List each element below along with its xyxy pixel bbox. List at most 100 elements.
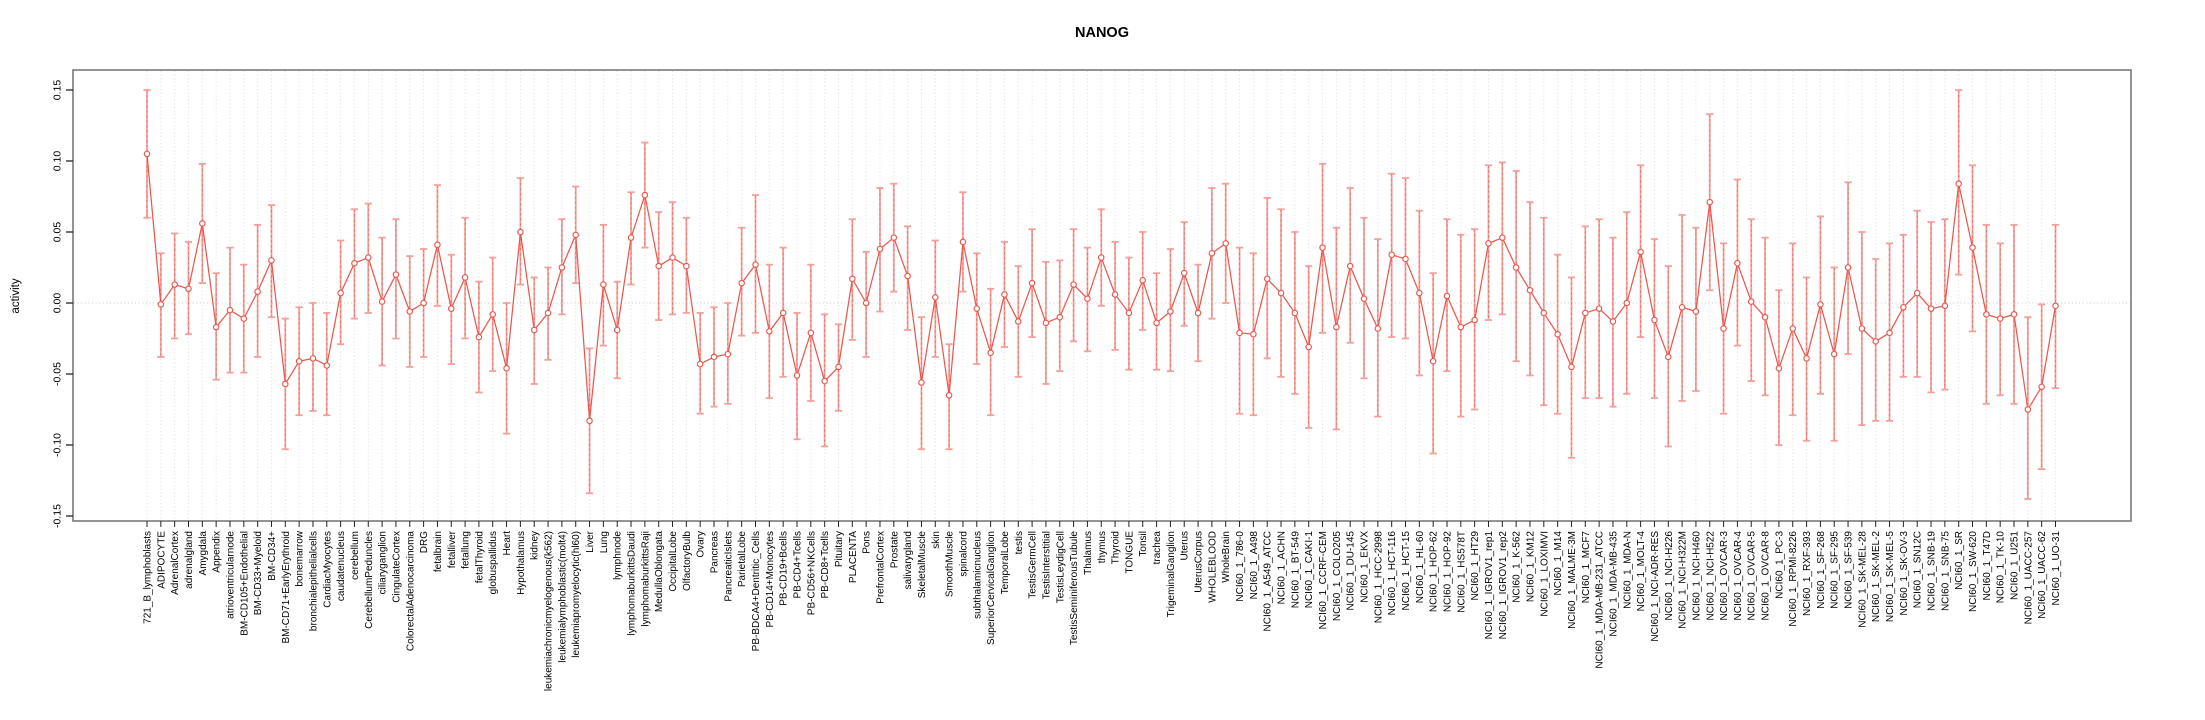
x-tick-label: caudatenucleus	[336, 531, 347, 601]
x-tick-label: PB-CD4+Tcells	[792, 531, 803, 599]
x-tick-label: NCI60_1_T47D	[1982, 531, 1993, 600]
x-tick-label: WholeBrain	[1221, 531, 1232, 583]
svg-text:-0.10: -0.10	[52, 433, 64, 457]
svg-text:0.00: 0.00	[52, 293, 64, 314]
x-tick-label: PB-CD19+Bcells	[779, 531, 790, 606]
x-tick-label: Appendix	[212, 531, 223, 573]
x-tick-label: NCI60_1_SF-268	[1816, 531, 1827, 609]
x-axis: 721_B_lymphoblasts ADIPOCYTE AdrenalCortex…	[143, 521, 2062, 691]
x-tick-label: MedullaOblongata	[654, 531, 665, 613]
x-tick-label: NCI60_1_IGROV1_rep1	[1484, 531, 1495, 640]
x-tick-label: spinalcord	[958, 531, 969, 577]
x-tick-label: AdrenalCortex	[170, 531, 181, 595]
x-tick-label: Pancreas	[710, 531, 721, 573]
x-tick-label: NCI60_1_OVCAR-8	[1761, 531, 1772, 621]
x-tick-label: NCI60_1_HL-60	[1415, 531, 1426, 604]
x-tick-label: NCI60_1_SN12C	[1913, 531, 1924, 608]
x-tick-label: lymphnode	[613, 531, 624, 580]
x-tick-label: BM-CD33+Myeloid	[253, 531, 264, 615]
x-tick-label: PB-CD8+Tcells	[820, 531, 831, 599]
x-tick-label: NCI60_1_SNB-19	[1927, 531, 1938, 611]
x-tick-label: NCI60_1_RXF-393	[1802, 531, 1813, 616]
x-tick-label: Tonsil	[1138, 531, 1149, 557]
x-tick-label: Thyroid	[1111, 531, 1122, 564]
x-tick-label: NCI60_1_SK-OV-3	[1899, 531, 1910, 616]
x-tick-label: NCI60_1_LOXIMVI	[1539, 531, 1550, 617]
x-tick-label: NCI60_1_MCF7	[1581, 531, 1592, 604]
x-tick-label: NCI60_1_IGROV1_rep2	[1498, 531, 1509, 640]
x-tick-label: subthalamicnucleus	[972, 531, 983, 619]
x-tick-label: globuspallidus	[488, 531, 499, 594]
x-tick-label: leukemiachronicmyelogenous(k562)	[544, 531, 555, 691]
x-tick-label: PB-BDCA4+Dentritic_Cells	[751, 531, 762, 651]
x-tick-label: Uterus	[1180, 531, 1191, 560]
x-tick-label: NCI60_1_MALME-3M	[1567, 531, 1578, 629]
x-tick-label: Liver	[585, 530, 596, 552]
x-tick-label: skin	[931, 531, 942, 549]
x-tick-label: salivarygland	[903, 531, 914, 589]
svg-text:-0.15: -0.15	[52, 504, 64, 528]
x-tick-label: BM-CD105+Endothelial	[239, 531, 250, 636]
x-tick-label: NCI60_1_HCT-15	[1401, 531, 1412, 611]
svg-text:0.05: 0.05	[52, 222, 64, 243]
x-tick-label: Pons	[862, 531, 873, 554]
x-tick-label: NCI60_1_K-562	[1512, 531, 1523, 603]
x-tick-label: Heart	[502, 531, 513, 556]
x-tick-label: PLACENTA	[848, 531, 859, 583]
x-tick-label: adrenalgland	[184, 531, 195, 589]
x-tick-label: kidney	[530, 531, 541, 560]
x-tick-label: NCI60_1_NCI-H522	[1705, 531, 1716, 621]
x-tick-label: ColorectalAdenocarcinoma	[405, 531, 416, 652]
x-tick-label: NCI60_1_DU-145	[1346, 531, 1357, 611]
x-tick-label: NCI60_1_UACC-62	[2037, 531, 2048, 619]
x-tick-label: NCI60_1_OVCAR-3	[1719, 531, 1730, 621]
y-axis-title: activity	[10, 278, 22, 313]
svg-text:-0.05: -0.05	[52, 362, 64, 386]
svg-text:0.15: 0.15	[52, 80, 64, 101]
x-tick-label: ciliaryganglion	[378, 531, 389, 594]
x-tick-label: TestisSeminiferousTubule	[1069, 531, 1080, 646]
x-tick-label: NCI60_1_COLO205	[1332, 531, 1343, 621]
x-tick-label: ADIPOCYTE	[156, 531, 167, 589]
x-tick-label: NCI60_1_M14	[1553, 531, 1564, 596]
x-tick-label: NCI60_1_SNB-75	[1940, 531, 1951, 611]
x-tick-label: NCI60_1_A498	[1249, 531, 1260, 600]
x-tick-label: fetalbrain	[433, 531, 444, 572]
plot-box	[72, 69, 2132, 522]
x-tick-label: DRG	[419, 531, 430, 553]
x-tick-label: NCI60_1_NCI-H226	[1664, 531, 1675, 621]
x-tick-label: testis	[1014, 531, 1025, 554]
x-tick-label: trachea	[1152, 531, 1163, 565]
x-tick-label: NCI60_1_HS578T	[1456, 531, 1467, 613]
x-tick-label: thymus	[1097, 531, 1108, 563]
x-tick-label: NCI60_1_HOP-62	[1429, 531, 1440, 613]
x-tick-label: CingulateCortex	[391, 531, 402, 603]
x-tick-label: bonemarrow	[295, 530, 306, 586]
x-tick-label: NCI60_1_SK-MEL-5	[1885, 531, 1896, 623]
x-tick-label: NCI60_1_NCI-ADR-RES	[1650, 531, 1661, 642]
x-tick-label: OccipitalLobe	[668, 531, 679, 592]
x-tick-label: SuperiorCervicalGanglion	[986, 531, 997, 645]
x-tick-label: NCI60_1_MDA-N	[1622, 531, 1633, 609]
x-tick-label: NCI60_1_SK-MEL-28	[1857, 531, 1868, 628]
x-tick-label: NCI60_1_HCT-116	[1387, 531, 1398, 616]
x-tick-label: Prostate	[889, 531, 900, 569]
x-tick-label: NCI60_1_UACC-257	[2023, 531, 2034, 625]
x-tick-label: NCI60_1_MDA-MB-231_ATCC	[1595, 531, 1606, 669]
x-tick-label: NCI60_1_A549_ATCC	[1263, 531, 1274, 631]
x-tick-label: NCI60_1_SK-MEL-2	[1871, 531, 1882, 623]
x-tick-label: NCI60_1_RPMI-8226	[1788, 531, 1799, 627]
x-tick-label: NCI60_1_CAKI-1	[1304, 531, 1315, 609]
x-tick-label: atrioventricularnode	[225, 531, 236, 619]
x-tick-label: Ovary	[696, 531, 707, 558]
x-tick-label: NCI60_1_OVCAR-4	[1733, 531, 1744, 621]
x-tick-label: PB-CD14+Monocytes	[765, 531, 776, 627]
x-tick-label: NCI60_1_MDA-MB-435	[1608, 531, 1619, 637]
x-tick-label: NCI60_1_CCRF-CEM	[1318, 531, 1329, 629]
x-tick-label: BM-CD34+	[267, 531, 278, 581]
x-tick-label: TestisGermCell	[1028, 531, 1039, 599]
error-bars	[143, 89, 2060, 500]
x-tick-label: NCI60_1_KM12	[1525, 531, 1536, 603]
x-tick-label: CardiacMyocytes	[322, 531, 333, 608]
